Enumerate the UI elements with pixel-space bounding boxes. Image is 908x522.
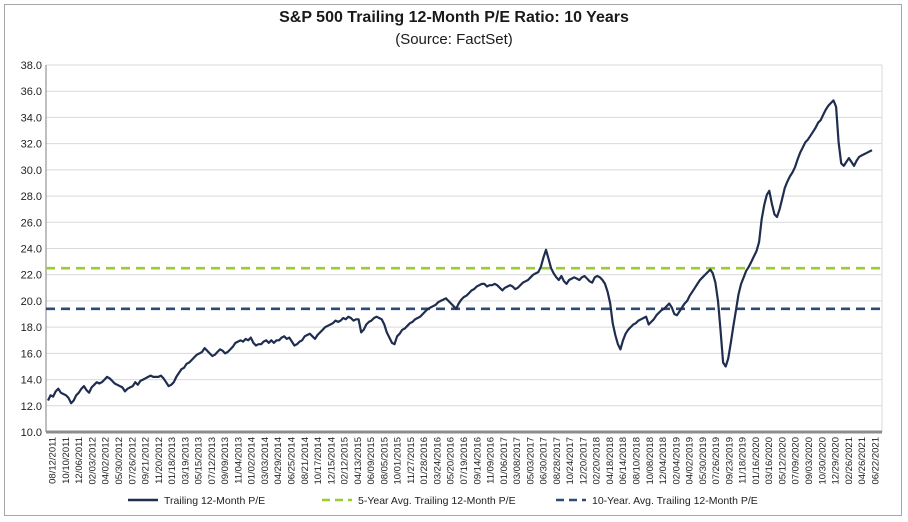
y-tick-label: 24.0: [21, 244, 42, 256]
x-tick-label: 05/30/2019: [698, 437, 709, 485]
x-tick-label: 01/28/2016: [419, 437, 430, 485]
x-tick-label: 06/30/2017: [539, 437, 550, 485]
y-axis-ticks: 10.0 12.0 14.0 16.0 18.0 20.0 22.0 24.0 26.0 28.0…: [21, 60, 42, 439]
x-tick-label: 01/16/2020: [751, 437, 762, 485]
x-tick-label: 01/02/2014: [247, 437, 258, 485]
x-tick-label: 01/18/2013: [167, 437, 178, 485]
x-tick-label: 10/01/2015: [393, 437, 404, 485]
y-tick-label: 18.0: [21, 322, 42, 334]
x-tick-label: 12/04/2018: [658, 437, 669, 485]
x-tick-label: 02/03/2012: [87, 437, 98, 485]
x-tick-label: 04/29/2014: [273, 437, 284, 485]
x-tick-label: 02/12/2015: [340, 437, 351, 485]
x-tick-label: 05/03/2017: [525, 437, 536, 485]
x-tick-label: 04/02/2019: [685, 437, 696, 485]
x-tick-label: 09/14/2016: [472, 437, 483, 485]
gridlines: [45, 64, 883, 434]
series-group: [47, 99, 873, 405]
x-tick-label: 10/17/2014: [313, 437, 324, 485]
x-tick-label: 02/26/2021: [844, 437, 855, 485]
x-tick-label: 08/12/2011: [48, 437, 59, 484]
y-tick-label: 14.0: [21, 375, 42, 387]
x-tick-label: 09/09/2013: [220, 437, 231, 485]
legend-label: 10-Year. Avg. Trailing 12-Month P/E: [592, 495, 758, 507]
x-tick-label: 10/10/2011: [61, 437, 72, 484]
x-tick-label: 05/12/2020: [777, 437, 788, 485]
x-tick-label: 07/12/2013: [207, 437, 218, 485]
x-tick-label: 06/14/2018: [618, 437, 629, 485]
x-tick-label: 03/19/2013: [180, 437, 191, 485]
x-tick-label: 02/04/2019: [671, 437, 682, 485]
x-tick-label: 06/09/2015: [366, 437, 377, 485]
x-tick-label: 04/18/2018: [605, 437, 616, 485]
x-tick-label: 10/24/2017: [565, 437, 576, 485]
y-tick-label: 20.0: [21, 296, 42, 308]
x-tick-label: 10/08/2018: [645, 437, 656, 485]
x-tick-label: 06/22/2021: [870, 437, 881, 485]
y-tick-label: 22.0: [21, 270, 42, 282]
x-tick-label: 05/30/2012: [114, 437, 125, 485]
x-tick-label: 03/24/2016: [432, 437, 443, 485]
x-tick-label: 02/20/2018: [592, 437, 603, 485]
x-tick-label: 10/30/2020: [817, 437, 828, 485]
legend: Trailing 12-Month P/E 5-Year Avg. Trailin…: [128, 495, 758, 507]
x-tick-label: 03/08/2017: [512, 437, 523, 485]
x-tick-label: 03/03/2014: [260, 437, 271, 485]
x-tick-label: 12/15/2014: [326, 437, 337, 485]
x-tick-label: 11/20/2012: [154, 437, 165, 484]
x-tick-label: 11/27/2015: [406, 437, 417, 484]
x-tick-label: 07/09/2020: [791, 437, 802, 485]
x-tick-label: 04/26/2021: [857, 437, 868, 485]
x-tick-label: 03/16/2020: [764, 437, 775, 485]
x-axis-ticks: 08/12/2011 10/10/2011 12/06/2011 02/03/2012…: [48, 437, 882, 485]
x-tick-label: 08/28/2017: [552, 437, 563, 485]
x-tick-label: 01/06/2017: [499, 437, 510, 485]
x-tick-label: 05/15/2013: [194, 437, 205, 485]
y-tick-label: 38.0: [21, 60, 42, 72]
y-tick-label: 26.0: [21, 217, 42, 229]
chart-title: S&P 500 Trailing 12-Month P/E Ratio: 10 …: [279, 9, 629, 26]
y-tick-label: 12.0: [21, 401, 42, 413]
y-tick-label: 16.0: [21, 348, 42, 360]
x-tick-label: 04/13/2015: [353, 437, 364, 485]
x-tick-label: 12/20/2017: [578, 437, 589, 485]
x-tick-label: 09/21/2012: [141, 437, 152, 485]
x-tick-label: 07/19/2016: [459, 437, 470, 485]
x-tick-label: 05/20/2016: [446, 437, 457, 485]
y-tick-label: 36.0: [21, 86, 42, 98]
x-tick-label: 11/09/2016: [486, 437, 497, 484]
x-tick-label: 04/02/2012: [101, 437, 112, 485]
x-tick-label: 12/06/2011: [74, 437, 85, 484]
x-tick-label: 07/26/2012: [127, 437, 138, 485]
x-tick-label: 06/25/2014: [286, 437, 297, 485]
x-tick-label: 11/18/2019: [738, 437, 749, 484]
y-tick-label: 10.0: [21, 427, 42, 439]
pe-ratio-line: [47, 99, 873, 405]
y-tick-label: 34.0: [21, 112, 42, 124]
legend-label: 5-Year Avg. Trailing 12-Month P/E: [358, 495, 516, 507]
x-tick-label: 11/04/2013: [233, 437, 244, 484]
chart-subtitle: (Source: FactSet): [395, 31, 513, 48]
x-tick-label: 09/03/2020: [804, 437, 815, 485]
average-lines: [46, 266, 882, 311]
x-tick-label: 08/21/2014: [300, 437, 311, 485]
legend-label: Trailing 12-Month P/E: [164, 495, 265, 507]
y-tick-label: 32.0: [21, 139, 42, 151]
x-tick-label: 08/10/2018: [632, 437, 643, 485]
x-tick-label: 08/05/2015: [379, 437, 390, 485]
x-tick-label: 12/29/2020: [831, 437, 842, 485]
x-tick-label: 07/26/2019: [711, 437, 722, 485]
x-tick-label: 09/23/2019: [724, 437, 735, 485]
y-tick-label: 28.0: [21, 191, 42, 203]
y-tick-label: 30.0: [21, 165, 42, 177]
